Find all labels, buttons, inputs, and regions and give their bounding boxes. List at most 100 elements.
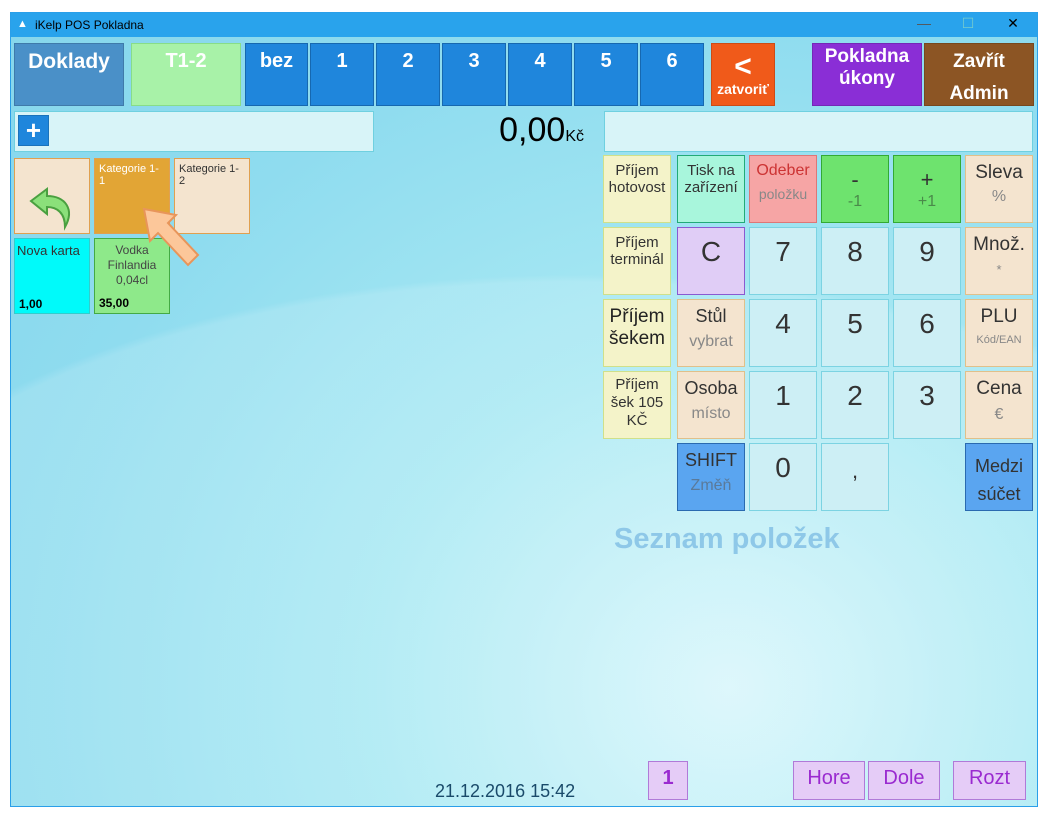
- sublabel: místo: [691, 405, 731, 422]
- label: Příjem: [615, 162, 659, 179]
- key-7[interactable]: 7: [749, 227, 817, 295]
- currency: Kč: [565, 128, 584, 145]
- prijem-terminal-button[interactable]: Příjem terminál: [603, 227, 671, 295]
- dole-button[interactable]: Dole: [868, 761, 940, 800]
- hore-button[interactable]: Hore: [793, 761, 865, 800]
- odeber-button[interactable]: Odeber položku: [749, 155, 817, 223]
- label: Zavřít: [953, 51, 1005, 72]
- total-value: 0,00: [499, 111, 566, 149]
- plus-button[interactable]: + +1: [893, 155, 961, 223]
- app-window: ▲ iKelp POS Pokladna — ☐ ✕ Doklady T1-2 …: [10, 12, 1038, 807]
- sublabel: Kód/EAN: [976, 334, 1022, 346]
- label: Příjem: [609, 306, 665, 327]
- label: Stůl: [695, 306, 727, 326]
- prijem-hotovost-button[interactable]: Příjem hotovost: [603, 155, 671, 223]
- bez-button[interactable]: bez: [245, 43, 308, 106]
- category-tile-1-2[interactable]: Kategorie 1-2: [174, 158, 250, 234]
- sublabel: *: [996, 262, 1002, 277]
- close-button[interactable]: ✕: [1007, 15, 1019, 31]
- label: KČ: [626, 412, 648, 429]
- sublabel: položku: [758, 186, 808, 202]
- doklady-button[interactable]: Doklady: [14, 43, 124, 106]
- label: šekem: [609, 328, 665, 349]
- tab-5[interactable]: 5: [574, 43, 638, 106]
- sublabel: %: [991, 188, 1007, 205]
- item-list-placeholder: Seznam položek: [614, 523, 840, 555]
- page-number-button[interactable]: 1: [648, 761, 688, 800]
- tab-4[interactable]: 4: [508, 43, 572, 106]
- sublabel: Změň: [690, 477, 732, 494]
- key-comma[interactable]: ,: [821, 443, 889, 511]
- product-tile-nova-karta[interactable]: Nova karta 1,00: [14, 238, 90, 314]
- app-icon: ▲: [17, 18, 28, 30]
- table-button[interactable]: T1-2: [131, 43, 241, 106]
- minimize-button[interactable]: —: [917, 15, 931, 31]
- prijem-sek105-button[interactable]: Příjem šek 105 KČ: [603, 371, 671, 439]
- cena-button[interactable]: Cena €: [965, 371, 1033, 439]
- medzisucet-button[interactable]: Medzi súčet: [965, 443, 1033, 511]
- label: súčet: [977, 484, 1021, 504]
- datetime: 21.12.2016 15:42: [435, 781, 576, 801]
- label: Množ.: [973, 234, 1025, 255]
- clear-button[interactable]: C: [677, 227, 745, 295]
- label: hotovost: [608, 179, 666, 196]
- label: Pokladna: [824, 46, 910, 67]
- pointer-cursor-icon: [142, 207, 200, 267]
- plu-button[interactable]: PLU Kód/EAN: [965, 299, 1033, 367]
- label: PLU: [980, 306, 1018, 327]
- sleva-button[interactable]: Sleva%: [965, 155, 1033, 223]
- window-title: iKelp POS Pokladna: [35, 18, 144, 32]
- key-1[interactable]: 1: [749, 371, 817, 439]
- key-9[interactable]: 9: [893, 227, 961, 295]
- prijem-sekem-button[interactable]: Příjem šekem: [603, 299, 671, 367]
- label: -: [851, 167, 859, 192]
- sublabel: +1: [917, 193, 937, 210]
- tisk-button[interactable]: Tisk na zařízení: [677, 155, 745, 223]
- label: Sleva: [975, 162, 1023, 183]
- shift-button[interactable]: SHIFT Změň: [677, 443, 745, 511]
- product-tile-vodka[interactable]: Vodka Finlandia 0,04cl 35,00: [94, 238, 170, 314]
- back-tile[interactable]: [14, 158, 90, 234]
- label: Odeber: [756, 162, 810, 179]
- mnozstvi-button[interactable]: Množ. *: [965, 227, 1033, 295]
- label: úkony: [839, 68, 895, 89]
- sublabel: vybrat: [689, 333, 733, 350]
- product-name: Finlandia: [107, 258, 157, 272]
- product-name: Nova karta: [17, 243, 80, 258]
- back-arrow-icon: [29, 187, 70, 231]
- key-4[interactable]: 4: [749, 299, 817, 367]
- key-5[interactable]: 5: [821, 299, 889, 367]
- label: SHIFT: [685, 450, 737, 470]
- label: terminál: [610, 251, 664, 268]
- stul-button[interactable]: Stůl vybrat: [677, 299, 745, 367]
- zatvorit-button[interactable]: < zatvoriť: [711, 43, 775, 106]
- key-8[interactable]: 8: [821, 227, 889, 295]
- osoba-button[interactable]: Osoba místo: [677, 371, 745, 439]
- label: šek 105: [610, 394, 664, 411]
- tab-3[interactable]: 3: [442, 43, 506, 106]
- sublabel: -1: [847, 193, 863, 210]
- add-button[interactable]: +: [18, 115, 49, 146]
- zatvorit-label: zatvoriť: [717, 80, 769, 97]
- pokladna-ukony-button[interactable]: Pokladna úkony: [812, 43, 922, 106]
- product-name: Vodka: [115, 243, 149, 257]
- label: Medzi: [974, 456, 1023, 476]
- label: Osoba: [684, 378, 738, 398]
- key-3[interactable]: 3: [893, 371, 961, 439]
- maximize-button[interactable]: ☐: [961, 15, 975, 31]
- key-0[interactable]: 0: [749, 443, 817, 511]
- label: Cena: [976, 378, 1022, 399]
- label: Příjem: [615, 234, 659, 251]
- rozt-button[interactable]: Rozt: [953, 761, 1026, 800]
- minus-button[interactable]: - -1: [821, 155, 889, 223]
- tab-1[interactable]: 1: [310, 43, 374, 106]
- code-input[interactable]: [604, 111, 1033, 152]
- tab-2[interactable]: 2: [376, 43, 440, 106]
- product-price: 1,00: [19, 297, 43, 311]
- tab-6[interactable]: 6: [640, 43, 704, 106]
- key-6[interactable]: 6: [893, 299, 961, 367]
- product-name: 0,04cl: [115, 273, 149, 287]
- zavrit-admin-button[interactable]: Zavřít Admin: [924, 43, 1034, 106]
- search-input[interactable]: +: [14, 111, 374, 152]
- key-2[interactable]: 2: [821, 371, 889, 439]
